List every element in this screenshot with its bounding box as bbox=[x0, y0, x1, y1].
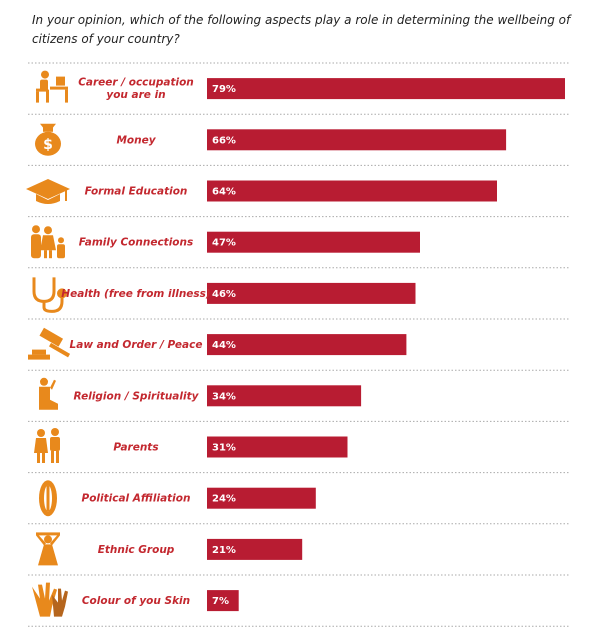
category-label-1-line-1: Career / occupation bbox=[78, 77, 194, 89]
category-label-10: Ethnic Group bbox=[98, 544, 175, 556]
bar-9 bbox=[207, 487, 316, 509]
bar-2 bbox=[207, 129, 507, 151]
value-label-8: 31% bbox=[212, 443, 236, 454]
value-label-3: 64% bbox=[212, 187, 236, 198]
category-label-9: Political Affiliation bbox=[82, 493, 191, 505]
shield-icon bbox=[39, 480, 57, 517]
parents-icon bbox=[34, 428, 60, 463]
money-bag-icon: $ bbox=[35, 123, 61, 156]
graduation-cap-icon bbox=[26, 179, 70, 204]
value-label-10: 21% bbox=[212, 545, 236, 556]
value-label-9: 24% bbox=[212, 494, 236, 505]
question-text: In your opinion, which of the following … bbox=[32, 13, 571, 46]
bar-5 bbox=[207, 282, 416, 304]
value-label-7: 34% bbox=[212, 391, 236, 402]
category-label-1-line-2: you are in bbox=[106, 89, 165, 101]
bar-3 bbox=[207, 180, 497, 202]
value-label-2: 66% bbox=[212, 135, 236, 146]
bar-1 bbox=[207, 78, 565, 100]
category-label-11: Colour of you Skin bbox=[82, 595, 190, 607]
category-label-8: Parents bbox=[113, 442, 158, 454]
svg-text:$: $ bbox=[43, 137, 53, 153]
category-label-6: Law and Order / Peace bbox=[70, 339, 203, 351]
bar-8 bbox=[207, 436, 348, 458]
category-label-2: Money bbox=[116, 134, 156, 146]
category-label-5: Health (free from illness) bbox=[61, 288, 210, 300]
value-label-11: 7% bbox=[212, 596, 229, 607]
category-label-7: Religion / Spirituality bbox=[74, 390, 200, 402]
value-label-4: 47% bbox=[212, 238, 236, 249]
bar-6 bbox=[207, 334, 407, 356]
value-label-5: 46% bbox=[212, 289, 236, 300]
value-label-1: 79% bbox=[212, 84, 236, 95]
bar-10 bbox=[207, 538, 303, 560]
bar-11 bbox=[207, 590, 239, 612]
desk-worker-icon bbox=[36, 70, 68, 103]
hands-icon bbox=[32, 582, 68, 617]
category-label-3: Formal Education bbox=[85, 186, 188, 198]
woman-icon bbox=[36, 532, 60, 566]
bar-7 bbox=[207, 385, 362, 407]
family-icon bbox=[31, 225, 65, 259]
gavel-icon bbox=[28, 327, 71, 360]
value-label-6: 44% bbox=[212, 340, 236, 351]
category-label-4: Family Connections bbox=[79, 237, 193, 249]
bar-4 bbox=[207, 231, 420, 253]
stethoscope-icon bbox=[32, 277, 67, 313]
praying-person-icon bbox=[39, 377, 58, 410]
